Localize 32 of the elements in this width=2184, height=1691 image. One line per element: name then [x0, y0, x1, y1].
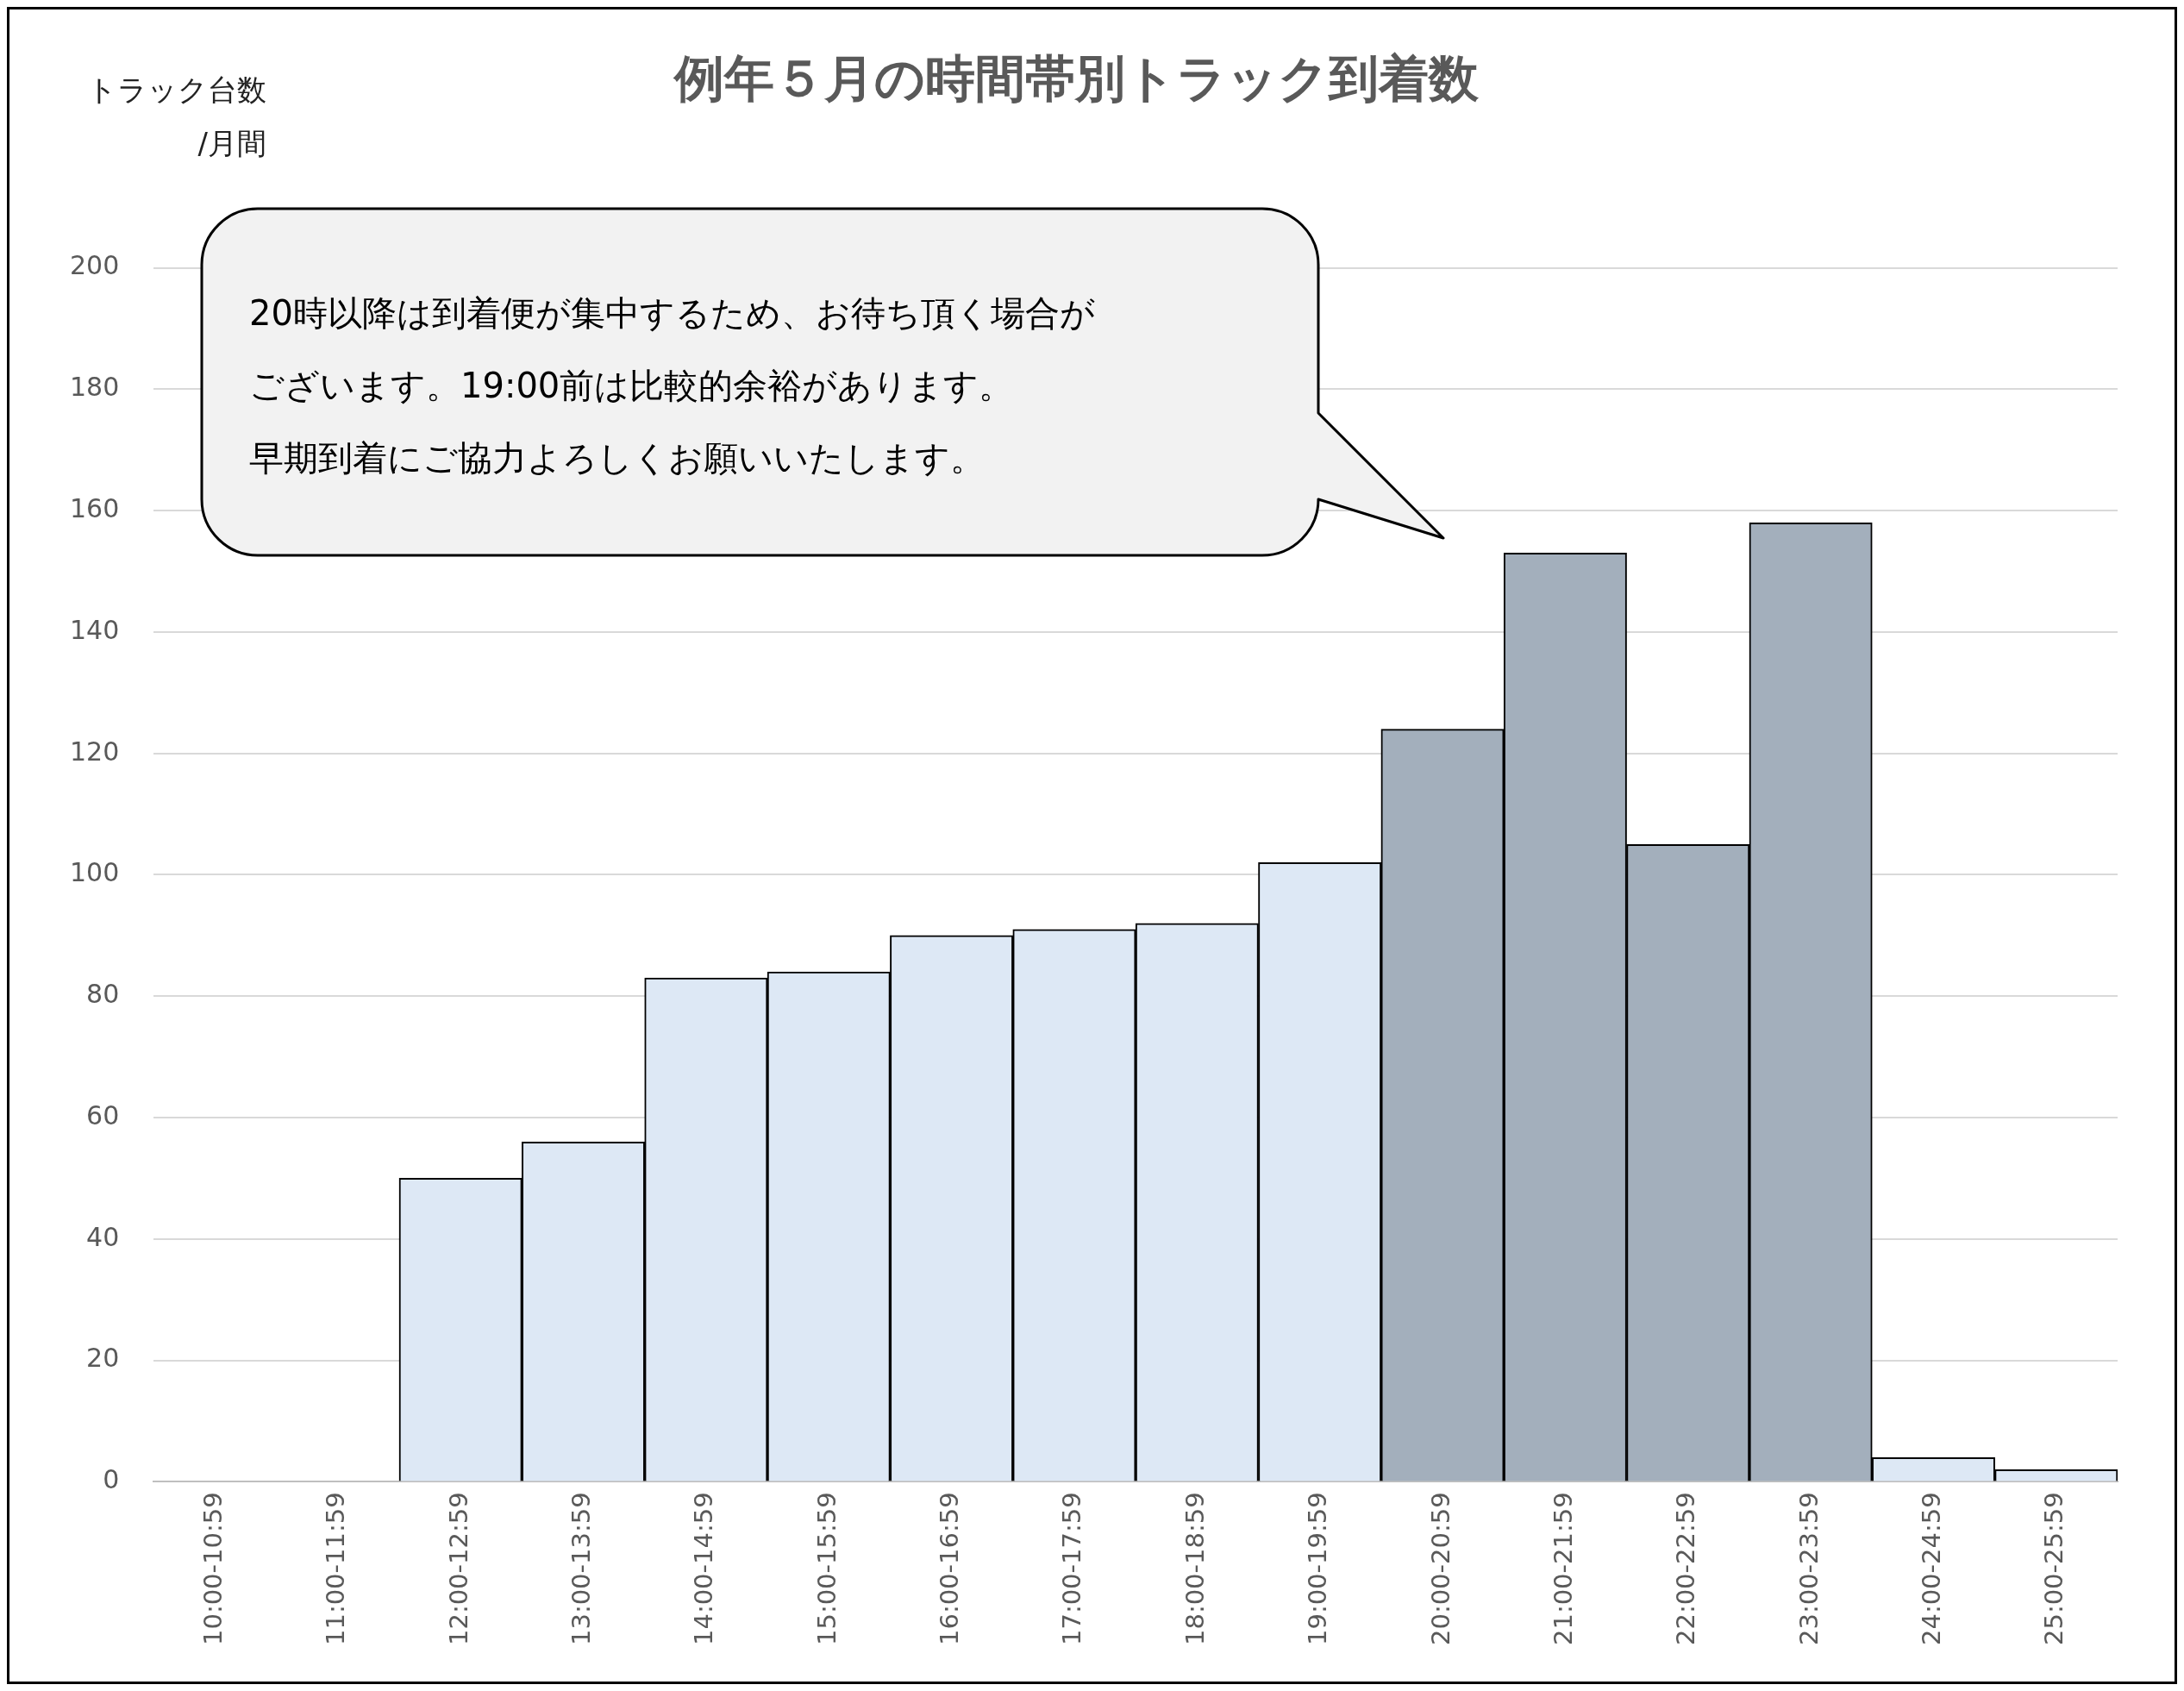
x-tick-label: 25:00-25:59 [2039, 1492, 2069, 1646]
annotation: 早期到着にご協力よろしくお願いいたします。 [249, 437, 985, 479]
chart-title: 例年５月の時間帯別トラック到着数 [673, 48, 1480, 108]
x-tick-label: 19:00-19:59 [1303, 1492, 1333, 1646]
x-tick-label: 23:00-23:59 [1793, 1492, 1824, 1646]
x-tick-label: 14:00-14:59 [689, 1492, 719, 1646]
annotation: 20時以降は到着便が集中するため、お待ち頂く場合が [249, 292, 1095, 335]
y-axis-title: トラック台数 /月間 [87, 72, 266, 162]
y-tick-label: 160 [70, 492, 120, 523]
y-tick-label: 40 [86, 1221, 120, 1252]
y-tick-label: 120 [70, 736, 120, 767]
x-tick-label: 15:00-15:59 [811, 1492, 842, 1646]
x-tick-label: 18:00-18:59 [1180, 1492, 1210, 1646]
y-tick-label: 140 [70, 614, 120, 645]
x-tick-label: 11:00-11:59 [321, 1492, 351, 1646]
y-tick-label: 80 [86, 979, 120, 1010]
annotation: ございます。19:00前は比較的余裕があります。 [249, 365, 1014, 407]
y-tick-label: 200 [70, 250, 120, 281]
y-tick-label: 20 [86, 1343, 120, 1374]
x-tick-label: 24:00-24:59 [1916, 1492, 1946, 1646]
x-tick-label: 21:00-21:59 [1548, 1492, 1578, 1646]
x-tick-label: 12:00-12:59 [443, 1492, 473, 1646]
x-tick-label: 20:00-20:59 [1425, 1492, 1455, 1646]
x-tick-label: 17:00-17:59 [1057, 1492, 1087, 1646]
x-tick-label: 10:00-10:59 [197, 1492, 228, 1646]
y-tick-label: 60 [86, 1099, 120, 1130]
y-tick-label: 0 [103, 1464, 120, 1495]
y-tick-label: 180 [70, 372, 120, 403]
y-tick-label: 100 [70, 857, 120, 888]
x-tick-label: 16:00-16:59 [935, 1492, 965, 1646]
x-tick-label: 22:00-22:59 [1671, 1492, 1701, 1646]
x-tick-label: 13:00-13:59 [566, 1492, 597, 1646]
